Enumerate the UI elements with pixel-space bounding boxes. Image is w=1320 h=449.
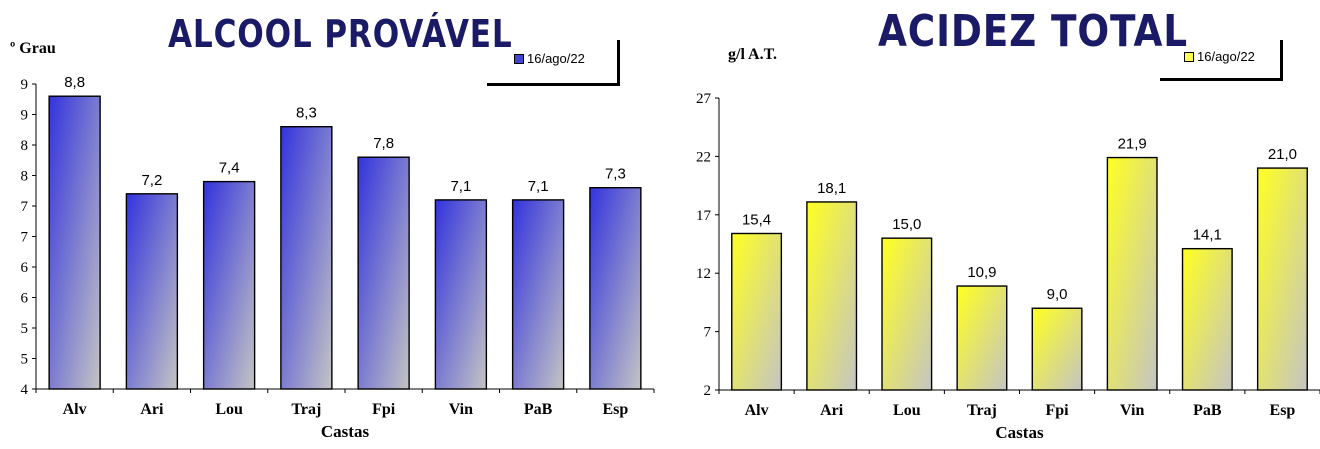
x-tick-label: Traj xyxy=(967,402,997,419)
y-tick-label: 8 xyxy=(21,138,29,154)
x-axis-title: Castas xyxy=(995,423,1044,442)
data-label: 7,4 xyxy=(219,160,240,177)
bar xyxy=(48,95,101,390)
chart-title-alcool: ALCOOL PROVÁVEL xyxy=(168,12,513,56)
x-tick-label: Esp xyxy=(1270,402,1296,419)
bar xyxy=(1106,156,1158,391)
bar xyxy=(589,186,642,390)
x-tick-label: Esp xyxy=(602,401,628,418)
bar xyxy=(434,199,488,390)
x-tick-label: Fpi xyxy=(1046,402,1070,419)
bar xyxy=(125,193,179,390)
y-tick-label: 9 xyxy=(21,108,29,124)
data-label: 7,8 xyxy=(373,135,394,152)
x-tick-label: Alv xyxy=(745,402,769,419)
x-tick-label: PaB xyxy=(524,401,553,418)
x-tick-label: Vin xyxy=(1120,402,1144,419)
bar xyxy=(1181,247,1233,391)
data-label: 7,2 xyxy=(141,172,162,189)
data-label: 21,9 xyxy=(1118,136,1147,153)
y-tick-label: 17 xyxy=(696,208,712,224)
bar xyxy=(1256,167,1308,391)
x-tick-label: Lou xyxy=(893,402,921,419)
data-label: 7,1 xyxy=(528,178,549,195)
bar xyxy=(956,285,1008,391)
data-label: 9,0 xyxy=(1047,286,1068,303)
x-tick-label: Vin xyxy=(449,401,473,418)
y-tick-label: 6 xyxy=(21,260,29,276)
y-tick-label: 8 xyxy=(21,169,29,185)
data-label: 15,4 xyxy=(742,211,771,228)
x-tick-label: Traj xyxy=(291,401,321,418)
data-label: 14,1 xyxy=(1193,227,1222,244)
x-tick-label: Lou xyxy=(215,401,243,418)
data-label: 8,3 xyxy=(296,105,317,122)
data-label: 7,1 xyxy=(450,178,471,195)
legend-frame-right xyxy=(617,40,620,86)
bar xyxy=(881,237,933,391)
y-axis-unit-label: º Grau xyxy=(10,40,56,57)
legend-swatch xyxy=(1184,51,1194,62)
x-tick-label: Ari xyxy=(820,402,844,419)
bar xyxy=(357,156,410,390)
bar xyxy=(806,201,858,391)
y-tick-label: 7 xyxy=(21,230,29,246)
x-tick-label: Fpi xyxy=(372,401,396,418)
y-tick-label: 27 xyxy=(696,91,712,107)
x-tick-label: Ari xyxy=(140,401,164,418)
legend-frame-bottom xyxy=(1160,78,1283,81)
y-tick-label: 22 xyxy=(696,149,711,165)
y-tick-label: 12 xyxy=(696,266,711,282)
x-tick-label: PaB xyxy=(1193,402,1222,419)
bar xyxy=(1031,307,1083,391)
legend-label: 16/ago/22 xyxy=(527,51,585,66)
legend-swatch xyxy=(514,53,524,64)
y-tick-label: 6 xyxy=(21,291,29,307)
bar xyxy=(280,125,333,390)
y-tick-label: 5 xyxy=(21,321,29,337)
legend-label: 16/ago/22 xyxy=(1197,49,1255,64)
legend: 16/ago/22 xyxy=(1184,49,1255,64)
chart-title-acidez: ACIDEZ TOTAL xyxy=(878,6,1188,57)
data-label: 18,1 xyxy=(817,180,846,197)
data-label: 21,0 xyxy=(1268,146,1297,163)
bar xyxy=(731,232,783,391)
y-tick-label: 2 xyxy=(704,383,712,399)
y-tick-label: 5 xyxy=(21,352,29,368)
data-label: 8,8 xyxy=(64,74,85,91)
y-tick-label: 4 xyxy=(21,382,29,398)
y-axis-unit-label: g/l A.T. xyxy=(728,46,778,63)
x-axis-title: Castas xyxy=(321,422,370,441)
legend: 16/ago/22 xyxy=(514,51,585,66)
y-tick-label: 7 xyxy=(704,325,712,341)
bar xyxy=(202,180,256,390)
bar xyxy=(511,199,565,390)
data-label: 10,9 xyxy=(967,264,996,281)
y-tick-label: 9 xyxy=(21,77,29,93)
y-tick-label: 7 xyxy=(21,199,29,215)
legend-frame-right xyxy=(1280,40,1283,81)
data-label: 15,0 xyxy=(892,216,921,233)
data-label: 7,3 xyxy=(605,166,626,183)
legend-frame-bottom xyxy=(487,83,620,86)
x-tick-label: Alv xyxy=(63,401,87,418)
